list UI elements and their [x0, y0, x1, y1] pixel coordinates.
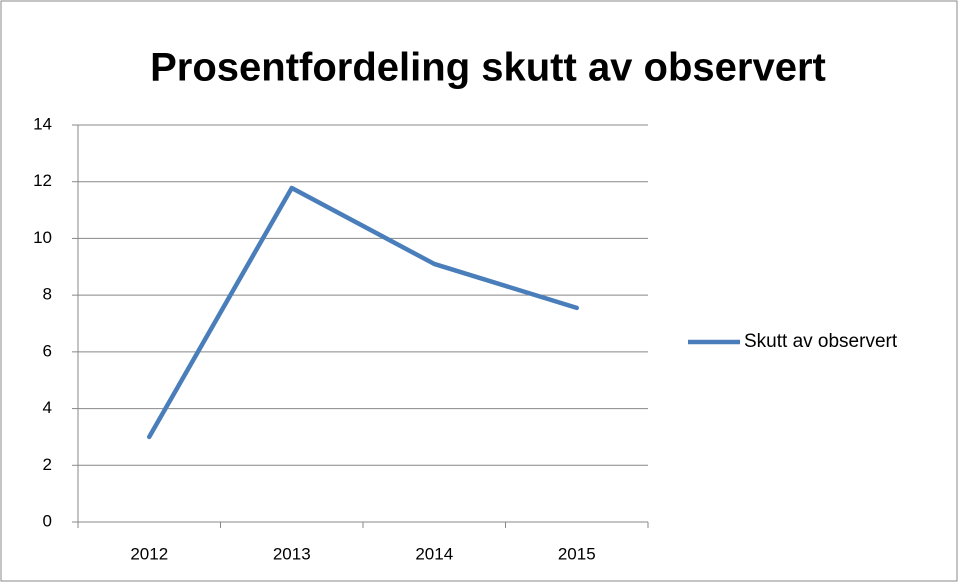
legend-label: Skutt av observert: [744, 331, 898, 352]
x-tick-label: 2013: [273, 544, 311, 563]
x-tick-label: 2015: [558, 544, 596, 563]
y-tick-label: 8: [43, 285, 52, 304]
y-tick-label: 6: [43, 341, 52, 360]
y-tick-label: 0: [43, 511, 52, 530]
y-tick-label: 14: [33, 114, 52, 133]
x-tick-label: 2014: [415, 544, 453, 563]
chart-title: Prosentfordeling skutt av observert: [150, 46, 826, 90]
y-tick-label: 4: [43, 398, 52, 417]
y-tick-label: 10: [33, 228, 52, 247]
y-tick-label: 2: [43, 455, 52, 474]
y-tick-label: 12: [33, 171, 52, 190]
x-tick-label: 2012: [130, 544, 168, 563]
data-line: [147, 185, 579, 440]
